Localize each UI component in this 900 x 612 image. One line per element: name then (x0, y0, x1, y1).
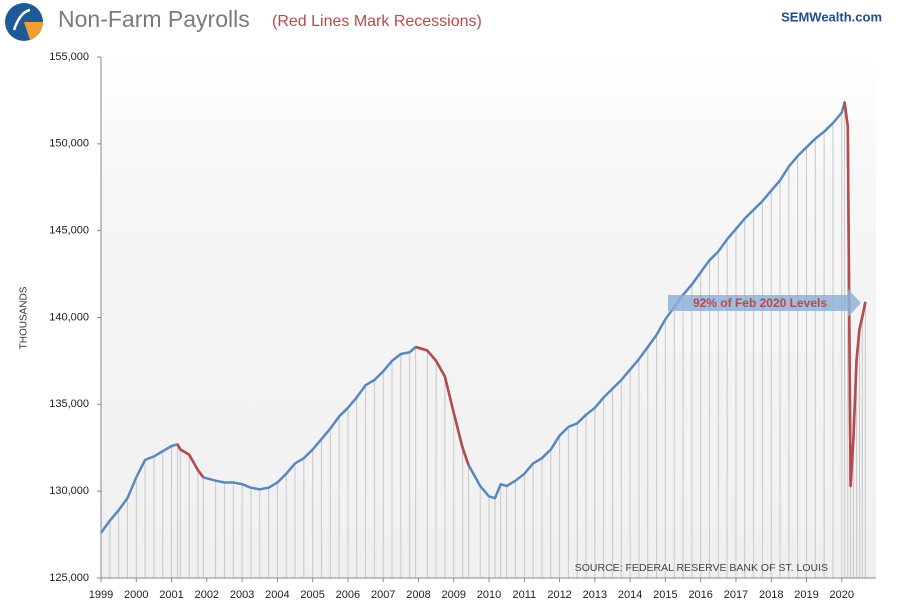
chart-subtitle: (Red Lines Mark Recessions) (272, 13, 482, 30)
x-tick-label: 2003 (230, 589, 254, 601)
x-tick-label: 2011 (512, 589, 536, 601)
x-tick-label: 2009 (442, 589, 466, 601)
x-tick-label: 2005 (300, 589, 324, 601)
recession-line (176, 443, 205, 479)
y-tick-label: 150,000 (49, 138, 89, 150)
y-axis-label: THOUSANDS (19, 286, 30, 349)
x-tick-label: 2018 (759, 589, 783, 601)
x-tick-label: 2015 (653, 589, 677, 601)
x-tick-label: 2017 (724, 589, 748, 601)
y-tick-label: 135,000 (49, 398, 89, 410)
source: SOURCE: FEDERAL RESERVE BANK OF ST. LOUI… (575, 562, 828, 574)
x-tick-label: 2012 (547, 589, 571, 601)
x-tick-label: 2006 (336, 589, 360, 601)
logo (5, 3, 43, 41)
x-tick-label: 2001 (159, 589, 183, 601)
x-tick-label: 2007 (371, 589, 395, 601)
y-tick-label: 155,000 (49, 51, 89, 63)
chart-title: Non-Farm Payrolls (58, 6, 250, 32)
x-tick-label: 2002 (195, 589, 219, 601)
x-tick-label: 2013 (583, 589, 607, 601)
recession-line (843, 102, 867, 488)
y-tick-label: 125,000 (49, 572, 89, 584)
plot (99, 100, 867, 578)
x-tick-label: 2004 (265, 589, 289, 601)
x-tick-label: 2000 (124, 589, 148, 601)
y-tick-label: 140,000 (49, 311, 89, 323)
x-tick-label: 1999 (89, 589, 113, 601)
payroll-line (99, 100, 867, 534)
x-tick-label: 2020 (830, 589, 854, 601)
y-tick-label: 145,000 (49, 225, 89, 237)
recession-line (415, 345, 470, 466)
x-tick-label: 2016 (688, 589, 712, 601)
brand: SEMWealth.com (781, 9, 882, 24)
x-tick-label: 2019 (794, 589, 818, 601)
annotation: 92% of Feb 2020 Levels (693, 296, 827, 310)
y-tick-label: 130,000 (49, 485, 89, 497)
x-tick-label: 2010 (477, 589, 501, 601)
x-tick-label: 2008 (406, 589, 430, 601)
x-tick-label: 2014 (618, 589, 642, 601)
annotation-arrow (668, 289, 861, 317)
plot-area (101, 57, 876, 578)
